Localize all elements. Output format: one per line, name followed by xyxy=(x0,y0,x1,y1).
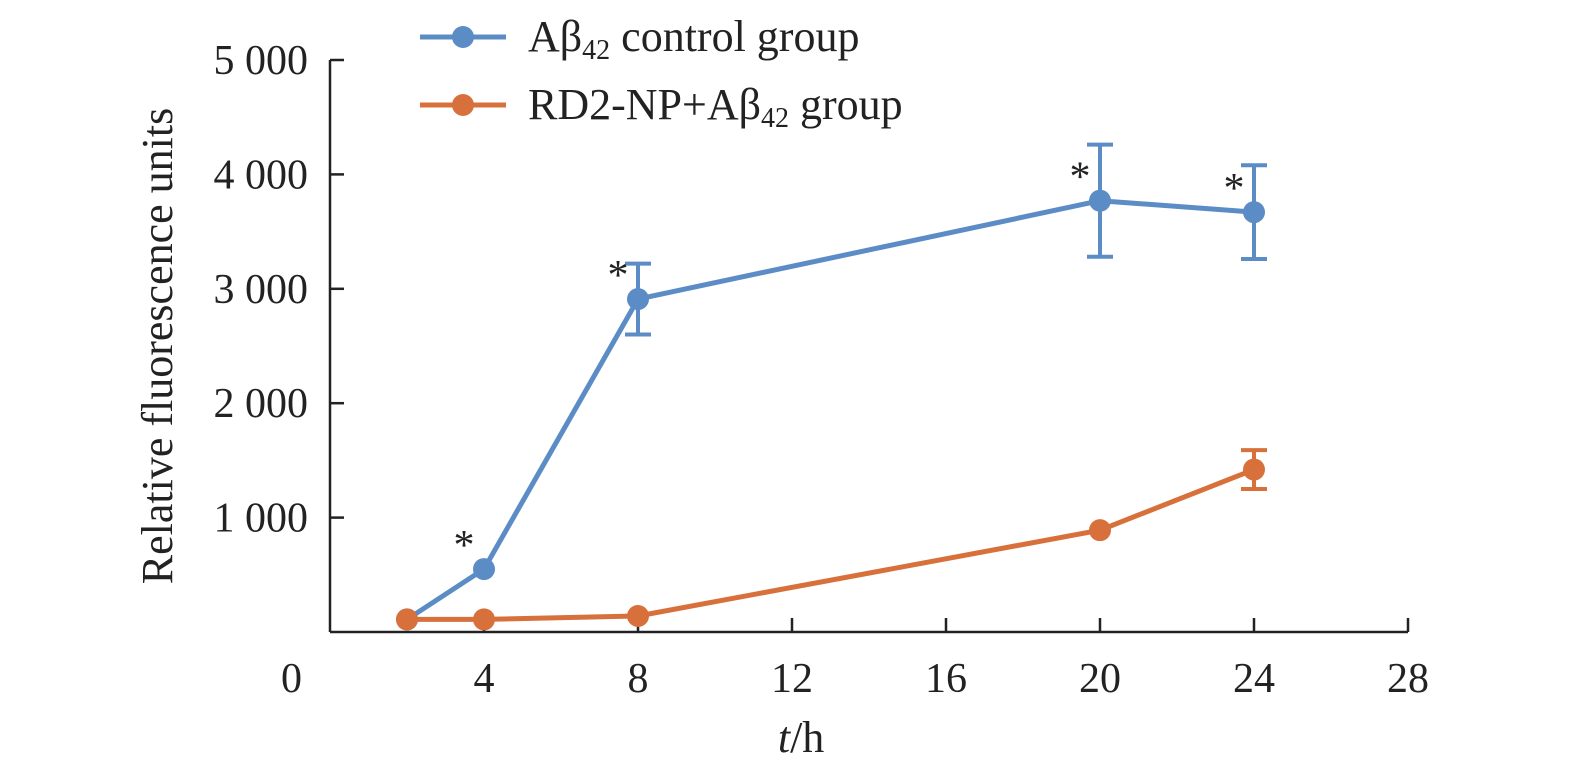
y-tick-label: 1 000 xyxy=(214,496,309,542)
significance-marker: * xyxy=(454,523,475,569)
x-axis: 0 4 8 12 16 20 24 28 xyxy=(281,618,1429,702)
legend-label: RD2-NP+Aβ42 group xyxy=(528,80,903,134)
data-point xyxy=(396,608,418,631)
legend: Aβ42 control group RD2-NP+Aβ42 group xyxy=(420,12,903,134)
legend-item-2: RD2-NP+Aβ42 group xyxy=(420,80,903,134)
y-tick-label: 4 000 xyxy=(214,152,309,198)
y-tick-label: 2 000 xyxy=(214,381,309,427)
x-axis-title: t/h xyxy=(778,713,824,762)
series-line xyxy=(405,198,1255,622)
x-tick-label: 24 xyxy=(1233,656,1275,702)
x-tick-label: 16 xyxy=(925,656,967,702)
significance-marker: * xyxy=(1224,166,1245,212)
series-line xyxy=(407,467,1255,622)
x-tick-label: 8 xyxy=(628,656,649,702)
x-tick-label: 28 xyxy=(1387,656,1429,702)
x-tick-label: 0 xyxy=(281,656,302,702)
data-point xyxy=(627,604,649,627)
y-axis-title: Relative fluorescence units xyxy=(133,108,182,584)
series-2 xyxy=(396,448,1267,631)
plot-area: * * * * xyxy=(396,142,1267,631)
data-point xyxy=(1243,458,1265,481)
x-axis-title-unit: /h xyxy=(790,713,824,762)
data-point xyxy=(1089,189,1111,212)
legend-label: Aβ42 control group xyxy=(528,12,859,66)
legend-marker xyxy=(452,94,474,116)
significance-marker: * xyxy=(608,253,629,299)
data-point xyxy=(473,558,495,581)
data-point xyxy=(1243,201,1265,224)
significance-marker: * xyxy=(1070,155,1091,201)
data-point xyxy=(1089,519,1111,542)
series-1: * * * * xyxy=(396,142,1267,631)
legend-item-1: Aβ42 control group xyxy=(420,12,859,66)
y-tick-label: 3 000 xyxy=(214,267,309,313)
legend-marker xyxy=(452,26,474,48)
y-tick-label: 5 000 xyxy=(214,38,309,84)
x-tick-label: 4 xyxy=(474,656,495,702)
data-point xyxy=(473,608,495,631)
x-axis-title-variable: t xyxy=(778,713,792,762)
x-tick-label: 12 xyxy=(771,656,813,702)
data-point xyxy=(627,288,649,311)
x-tick-label: 20 xyxy=(1079,656,1121,702)
y-axis: 1 000 2 000 3 000 4 000 5 000 xyxy=(214,38,344,632)
